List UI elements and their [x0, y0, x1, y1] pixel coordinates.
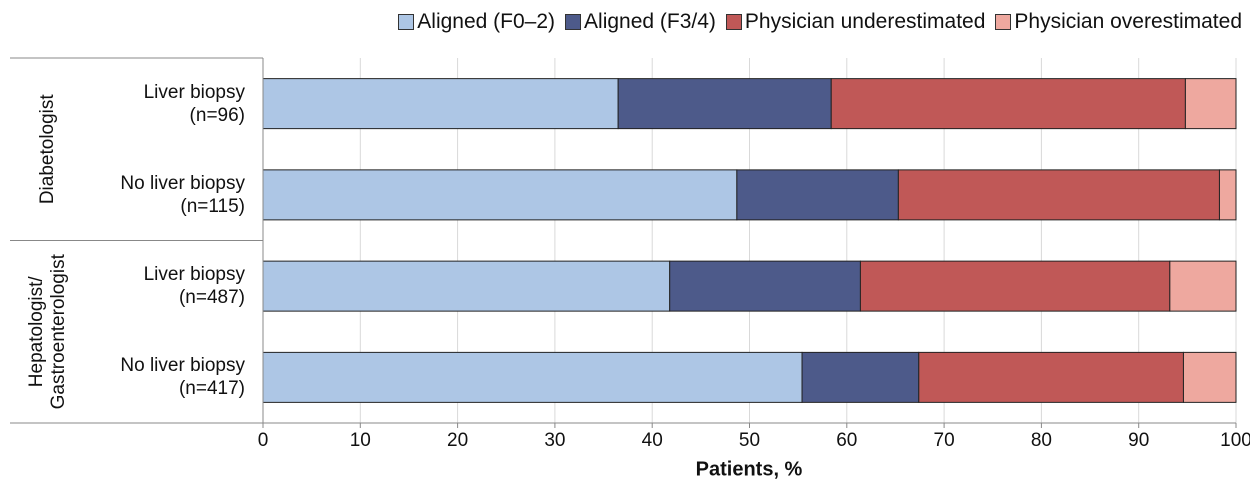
legend-item: Physician underestimated: [725, 10, 986, 34]
bar-segment: [801, 351, 920, 403]
bar-segment: [1184, 78, 1237, 130]
x-tick-label: 100: [1220, 430, 1250, 451]
x-tick-label: 40: [642, 430, 663, 451]
legend-item: Aligned (F3/4): [565, 10, 716, 34]
legend-swatch: [725, 14, 742, 30]
x-tick-label: 20: [447, 430, 468, 451]
category-label: No liver biopsy (n=115): [120, 172, 245, 217]
x-tick-label: 0: [258, 430, 269, 451]
x-tick-label: 10: [350, 430, 371, 451]
bar-segment: [262, 169, 738, 221]
legend-label: Physician overestimated: [1014, 10, 1242, 33]
legend-label: Aligned (F0–2): [417, 10, 556, 33]
bar-segment: [736, 169, 899, 221]
x-tick-label: 60: [836, 430, 857, 451]
bar-segment: [1182, 351, 1237, 403]
legend: Aligned (F0–2) Aligned (F3/4) Physician un…: [398, 10, 1242, 34]
x-tick-label: 50: [739, 430, 760, 451]
category-label: Liver biopsy (n=96): [143, 81, 245, 126]
bar-segment: [1169, 260, 1237, 312]
legend-swatch: [398, 14, 415, 30]
category-label: Liver biopsy (n=487): [143, 264, 245, 309]
legend-item: Aligned (F0–2): [398, 10, 555, 34]
x-tick-label: 70: [934, 430, 955, 451]
bar-segment: [262, 78, 619, 130]
bar-segment: [1218, 169, 1237, 221]
x-tick-label: 90: [1128, 430, 1149, 451]
bar-segment: [918, 351, 1184, 403]
bar-segment: [617, 78, 832, 130]
bar-segment: [859, 260, 1171, 312]
group-label: Gastroenterologist: [48, 253, 69, 409]
x-tick-label: 80: [1031, 430, 1052, 451]
group-label: Hepatologist/: [26, 276, 47, 388]
x-axis-title: Patients, %: [696, 458, 803, 480]
bar-segment: [262, 260, 671, 312]
legend-label: Aligned (F3/4): [584, 10, 716, 33]
bar-segment: [897, 169, 1220, 221]
x-tick-label: 30: [544, 430, 565, 451]
bar-segment: [669, 260, 861, 312]
legend-swatch: [565, 14, 582, 30]
bar-segment: [262, 351, 803, 403]
category-label: No liver biopsy (n=417): [120, 355, 245, 400]
group-label: Diabetologist: [37, 94, 58, 205]
bar-segment: [830, 78, 1186, 130]
legend-item: Physician overestimated: [995, 10, 1242, 34]
legend-label: Physician underestimated: [744, 10, 986, 33]
legend-swatch: [995, 14, 1012, 30]
